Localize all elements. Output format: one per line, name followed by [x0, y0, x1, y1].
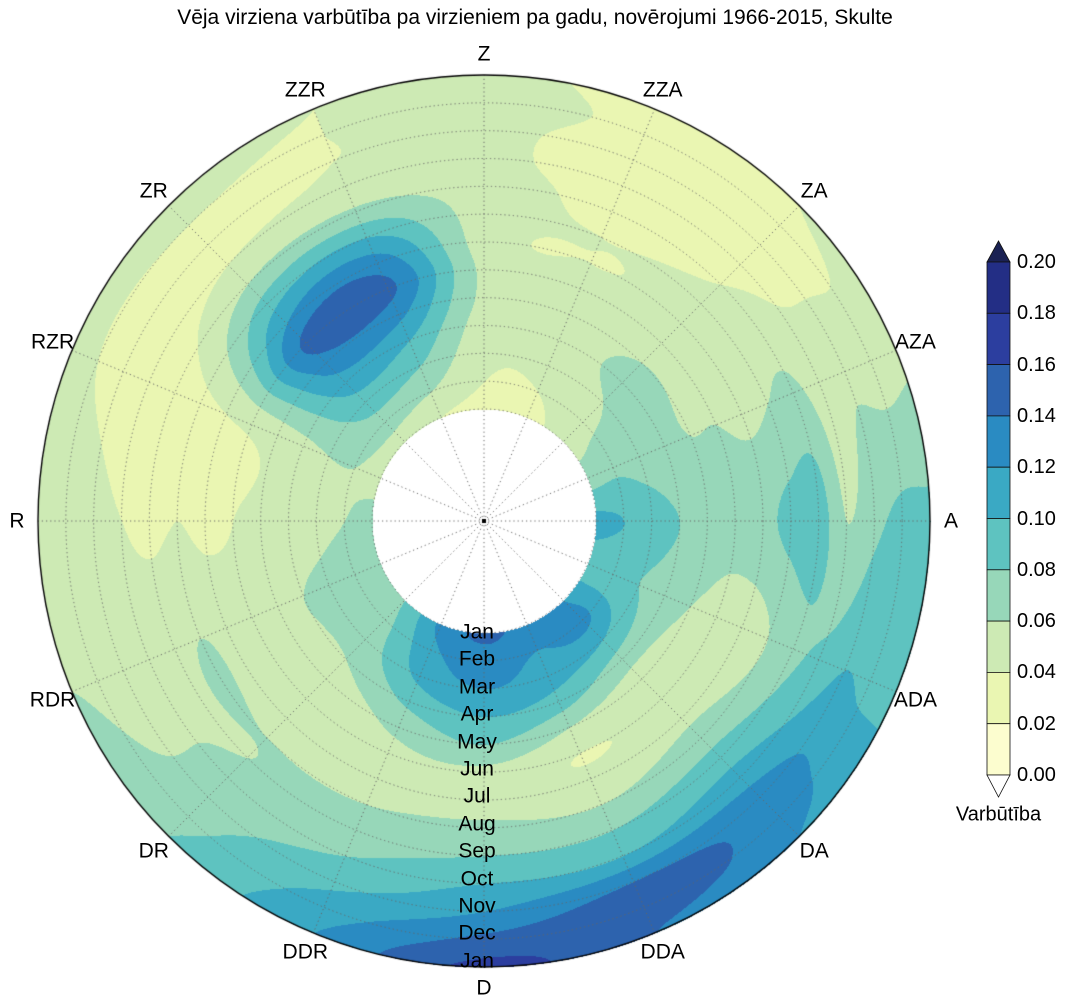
- colorbar-arrow-over: [986, 240, 1011, 263]
- colorbar-segment-1: [986, 672, 1011, 725]
- month-label-8: Sep: [458, 839, 496, 863]
- direction-label-d: D: [476, 976, 492, 1000]
- direction-label-da: DA: [799, 839, 829, 863]
- colorbar-segment-4: [986, 518, 1011, 571]
- colorbar-tick-0.16: 0.16: [1017, 353, 1056, 376]
- month-label-3: Apr: [460, 702, 494, 726]
- colorbar-tick-0.14: 0.14: [1017, 404, 1056, 427]
- colorbar-tick-0.08: 0.08: [1017, 558, 1056, 581]
- colorbar-arrow-under: [986, 774, 1011, 798]
- month-label-11: Dec: [458, 921, 496, 945]
- direction-label-aza: AZA: [895, 330, 936, 354]
- colorbar-segment-8: [986, 312, 1011, 365]
- colorbar-tick-0.00: 0.00: [1017, 764, 1056, 786]
- month-label-6: Jul: [463, 784, 491, 808]
- month-label-9: Oct: [460, 867, 494, 891]
- colorbar-segment-5: [986, 466, 1011, 519]
- colorbar-segment-2: [986, 620, 1011, 673]
- direction-label-rdr: RDR: [29, 688, 76, 712]
- direction-label-za: ZA: [800, 179, 828, 203]
- direction-label-r: R: [9, 509, 25, 533]
- colorbar-tick-0.04: 0.04: [1017, 661, 1056, 684]
- direction-label-z: Z: [477, 42, 491, 66]
- direction-label-zza: ZZA: [642, 78, 683, 102]
- direction-label-ddr: DDR: [282, 940, 329, 964]
- direction-label-zr: ZR: [139, 179, 168, 203]
- colorbar-tick-0.10: 0.10: [1017, 507, 1056, 530]
- colorbar-tick-0.02: 0.02: [1017, 712, 1056, 735]
- month-label-7: Aug: [458, 812, 496, 836]
- colorbar-tick-0.20: 0.20: [1017, 251, 1056, 273]
- month-label-10: Nov: [458, 894, 496, 918]
- direction-label-a: A: [943, 509, 959, 533]
- month-label-1: Feb: [458, 647, 496, 671]
- month-label-2: Mar: [458, 675, 496, 699]
- direction-label-ada: ADA: [893, 688, 938, 712]
- colorbar-tick-0.18: 0.18: [1017, 302, 1056, 325]
- direction-label-dda: DDA: [640, 940, 685, 964]
- colorbar-segment-9: [986, 261, 1011, 314]
- month-label-4: May: [457, 730, 497, 754]
- colorbar-segment-7: [986, 364, 1011, 417]
- colorbar-segment-6: [986, 415, 1011, 468]
- month-label-5: Jun: [460, 757, 494, 781]
- direction-label-rzr: RZR: [30, 330, 75, 354]
- colorbar-tick-0.12: 0.12: [1017, 456, 1056, 479]
- colorbar-tick-0.06: 0.06: [1017, 610, 1056, 633]
- colorbar-segment-3: [986, 569, 1011, 622]
- colorbar-scale: [986, 240, 1011, 798]
- colorbar-segment-0: [986, 723, 1011, 776]
- direction-label-zzr: ZZR: [284, 78, 326, 102]
- month-label-0: Jan: [460, 620, 494, 644]
- colorbar-title: Varbūtība: [955, 803, 1042, 826]
- month-label-12: Jan: [460, 949, 494, 973]
- direction-label-dr: DR: [138, 839, 169, 863]
